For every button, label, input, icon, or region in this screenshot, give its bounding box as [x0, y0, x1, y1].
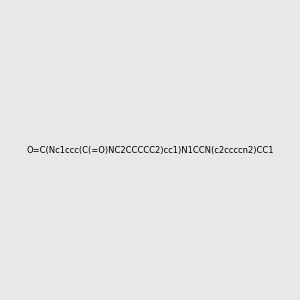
- Text: O=C(Nc1ccc(C(=O)NC2CCCCC2)cc1)N1CCN(c2ccccn2)CC1: O=C(Nc1ccc(C(=O)NC2CCCCC2)cc1)N1CCN(c2cc…: [26, 146, 274, 154]
